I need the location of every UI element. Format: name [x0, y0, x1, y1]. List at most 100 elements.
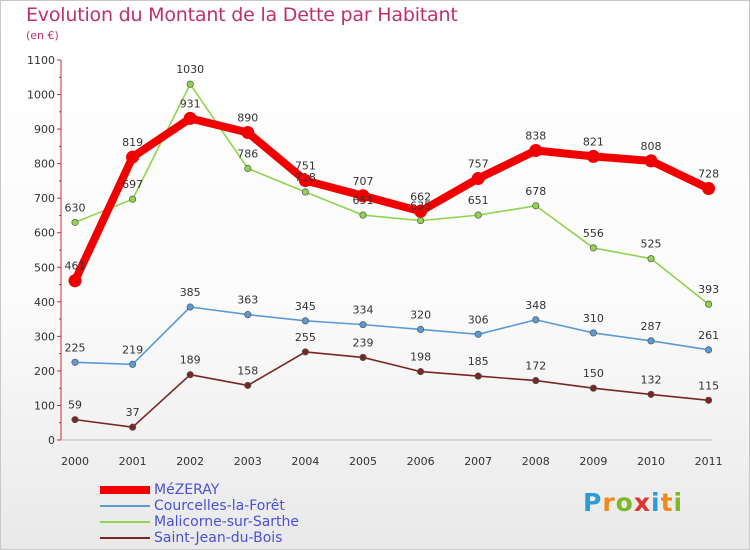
- data-point: [186, 371, 194, 379]
- y-tick-label: 700: [34, 192, 55, 205]
- data-point: [586, 149, 600, 163]
- logo-letter: i: [651, 488, 661, 517]
- data-label: 132: [641, 373, 662, 386]
- y-tick-label: 600: [34, 227, 55, 240]
- chart-title: Evolution du Montant de la Dette par Hab…: [26, 4, 458, 26]
- series-line: [74, 306, 710, 366]
- data-label: 718: [295, 171, 316, 184]
- y-tick-label: 300: [34, 330, 55, 343]
- data-label: 931: [180, 97, 201, 110]
- data-point: [702, 182, 716, 196]
- data-point: [474, 211, 482, 219]
- data-label: 651: [468, 194, 489, 207]
- logo-letter: t: [660, 488, 674, 517]
- data-point: [298, 174, 312, 188]
- data-point: [532, 377, 540, 385]
- data-point: [301, 188, 309, 196]
- y-tick-label: 400: [34, 296, 55, 309]
- data-label: 345: [295, 300, 316, 313]
- data-point: [589, 244, 597, 252]
- data-label: 556: [583, 227, 604, 240]
- series-line: [74, 351, 710, 429]
- data-point: [705, 300, 713, 308]
- x-tick-label: 2001: [119, 455, 147, 468]
- data-label: 635: [410, 200, 431, 213]
- data-point: [129, 360, 137, 368]
- x-tick-label: 2002: [176, 455, 204, 468]
- y-tick-label: 1100: [27, 54, 55, 67]
- data-label: 185: [468, 355, 489, 368]
- legend-swatch-mezeray: [100, 486, 150, 494]
- data-label: 630: [65, 201, 86, 214]
- legend-label-mezeray: MéZERAY: [154, 482, 220, 498]
- data-label: 198: [410, 351, 431, 364]
- data-point: [71, 416, 79, 424]
- data-label: 158: [237, 364, 258, 377]
- data-point: [474, 372, 482, 380]
- x-tick-label: 2009: [579, 455, 607, 468]
- data-label: 287: [641, 320, 662, 333]
- y-tick-label: 1000: [27, 89, 55, 102]
- x-tick-label: 2005: [349, 455, 377, 468]
- x-tick-label: 2000: [61, 455, 89, 468]
- data-label: 189: [180, 354, 201, 367]
- data-point: [647, 255, 655, 263]
- data-point: [644, 154, 658, 168]
- legend-label-courcelles: Courcelles-la-Forêt: [154, 498, 285, 514]
- data-label: 363: [237, 294, 258, 307]
- data-label: 59: [68, 399, 82, 412]
- chart-subtitle: (en €): [26, 29, 59, 42]
- data-point: [647, 337, 655, 345]
- logo-letter: i: [673, 488, 684, 517]
- data-point: [241, 126, 255, 140]
- data-point: [126, 150, 140, 164]
- data-point: [186, 303, 194, 311]
- data-label: 651: [353, 194, 374, 207]
- data-point: [417, 325, 425, 334]
- data-label: 334: [353, 304, 374, 317]
- data-point: [471, 171, 485, 185]
- x-tick-label: 2004: [291, 455, 319, 468]
- data-point: [705, 396, 713, 404]
- data-label: 1030: [176, 63, 204, 76]
- data-label: 728: [698, 168, 719, 181]
- data-label: 757: [468, 157, 489, 170]
- data-point: [417, 217, 425, 225]
- y-tick-label: 200: [34, 365, 55, 378]
- data-label: 393: [698, 283, 719, 296]
- data-label: 662: [410, 190, 431, 203]
- data-point: [532, 202, 540, 210]
- legend-swatch-saint-jean: [100, 537, 150, 539]
- data-label: 310: [583, 312, 604, 325]
- data-point: [244, 381, 252, 389]
- x-tick-label: 2011: [695, 455, 723, 468]
- data-label: 786: [237, 147, 258, 160]
- x-tick-label: 2003: [234, 455, 262, 468]
- data-label: 348: [525, 299, 546, 312]
- data-label: 808: [641, 140, 662, 153]
- data-point: [589, 384, 597, 392]
- data-label: 255: [295, 331, 316, 344]
- data-label: 306: [468, 313, 489, 326]
- x-tick-label: 2006: [407, 455, 435, 468]
- data-point: [359, 321, 367, 329]
- data-label: 219: [122, 343, 143, 356]
- data-label: 320: [410, 308, 431, 321]
- data-point: [589, 329, 597, 337]
- data-label: 37: [126, 406, 140, 419]
- data-point: [301, 317, 309, 325]
- data-label: 821: [583, 135, 604, 148]
- logo-letter: x: [633, 488, 651, 517]
- y-tick-label: 800: [34, 158, 55, 171]
- data-point: [356, 189, 370, 203]
- logo-letter: P: [583, 488, 603, 517]
- data-label: 261: [698, 329, 719, 342]
- data-point: [129, 195, 137, 203]
- logo-letter: o: [615, 488, 634, 517]
- data-label: 890: [237, 112, 258, 125]
- series-line: [71, 114, 713, 285]
- x-tick-label: 2007: [464, 455, 492, 468]
- data-point: [129, 423, 137, 431]
